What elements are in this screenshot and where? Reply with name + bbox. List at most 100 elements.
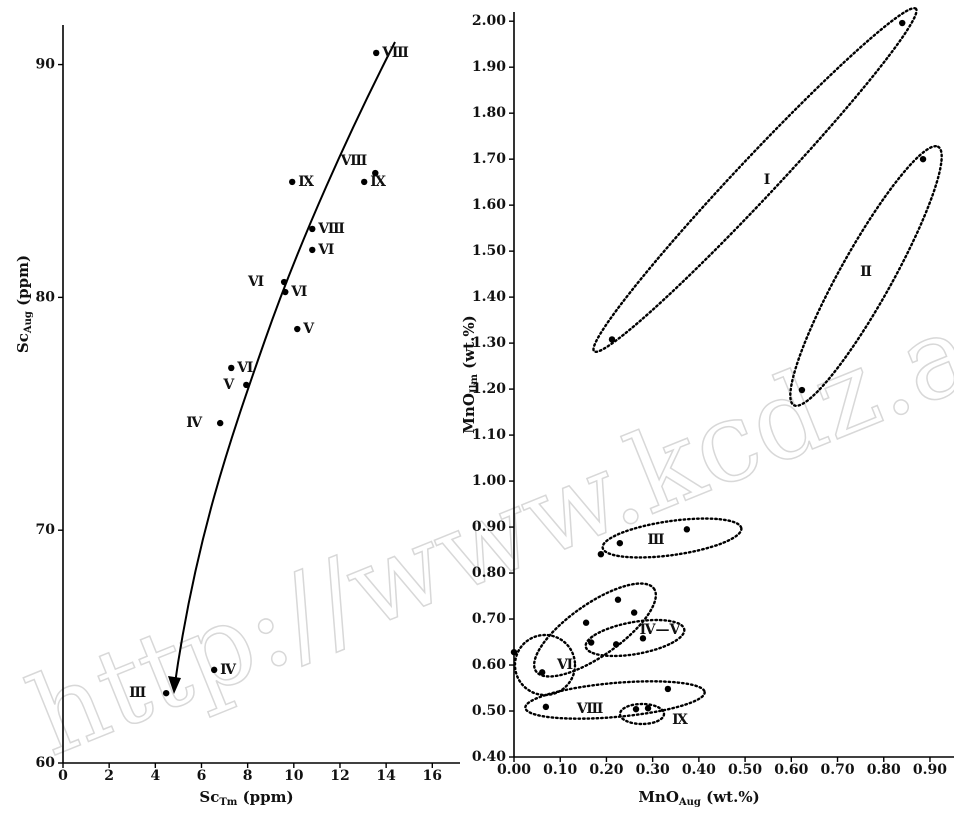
x-tick-label: 6: [197, 768, 207, 784]
arrow-head: [168, 676, 181, 694]
point: [664, 685, 672, 693]
x-tick-label: 0.00: [497, 762, 531, 778]
y-tick-label: 1.00: [472, 473, 506, 489]
axis-label: ScAug (ppm): [14, 255, 34, 353]
x-tick-label: 0.30: [636, 762, 670, 778]
axis-label-unit: (wt.%): [701, 788, 760, 806]
point: [288, 178, 296, 186]
point: [294, 325, 301, 333]
axis-label-unit: (wt.%): [460, 315, 478, 374]
x-tick-label: 12: [330, 768, 349, 784]
point-label: Ⅵ: [290, 284, 307, 300]
point: [280, 278, 288, 286]
point-label: Ⅵ: [317, 242, 334, 258]
axis-label-sub: Aug: [23, 311, 34, 334]
point: [919, 155, 927, 163]
point-label: Ⅷ: [340, 153, 368, 169]
x-tick-label: 16: [423, 768, 442, 784]
x-tick-label: 0.90: [913, 762, 947, 778]
x-tick-label: 0.70: [820, 762, 854, 778]
x-tick-label: 4: [150, 768, 160, 784]
point: [210, 666, 218, 674]
point: [644, 705, 652, 712]
point: [616, 539, 624, 547]
point-label: Ⅷ: [317, 221, 345, 237]
point: [587, 639, 595, 646]
group-label: Ⅳ—Ⅴ: [640, 622, 682, 638]
point: [309, 225, 316, 233]
point: [282, 288, 289, 296]
y-tick-label: 0.50: [472, 703, 506, 719]
x-tick-label: 0.80: [867, 762, 901, 778]
group-label: Ⅷ: [576, 701, 604, 717]
y-tick-label: 90: [36, 57, 56, 73]
y-tick-label: 1.70: [472, 151, 506, 167]
y-tick-label: 0.90: [472, 519, 506, 535]
y-tick-label: 1.30: [472, 335, 506, 351]
point: [373, 49, 380, 57]
axis-label-main: Sc: [199, 788, 219, 806]
point: [361, 178, 368, 186]
point: [309, 246, 316, 254]
point-label: Ⅵ: [236, 360, 253, 376]
x-tick-label: 0.40: [682, 762, 716, 778]
point-label: Ⅴ: [222, 377, 235, 393]
axis-label-sub: Ilm: [469, 374, 480, 393]
y-tick-label: 2.00: [472, 13, 506, 29]
axis-label-sub: Aug: [678, 797, 701, 808]
axis-label-unit: (ppm): [237, 788, 293, 806]
x-tick-label: 0.60: [774, 762, 808, 778]
point-label: Ⅵ: [247, 274, 264, 290]
point: [228, 364, 235, 372]
y-tick-label: 60: [36, 755, 56, 771]
axis-label-unit: (ppm): [14, 255, 32, 311]
y-tick-label: 1.90: [472, 59, 506, 75]
group-label: Ⅵ: [556, 657, 573, 673]
y-tick-label: 1.60: [472, 197, 506, 213]
axis-label-main: MnO: [638, 788, 679, 806]
point-label: Ⅷ: [381, 45, 409, 61]
point: [899, 19, 906, 27]
y-tick-label: 1.10: [472, 427, 506, 443]
point: [372, 169, 379, 177]
point-label: Ⅳ: [220, 662, 237, 678]
group-label: Ⅸ: [672, 712, 688, 728]
point-label: Ⅸ: [298, 174, 314, 190]
x-tick-label: 10: [284, 768, 304, 784]
y-tick-label: 0.80: [472, 565, 506, 581]
y-tick-label: 1.20: [472, 381, 506, 397]
point: [614, 596, 622, 603]
x-tick-label: 14: [376, 768, 396, 784]
point: [608, 336, 616, 343]
y-tick-label: 0.40: [472, 749, 506, 765]
point: [597, 550, 605, 558]
axis-label-main: Sc: [14, 333, 32, 353]
y-tick-label: 70: [36, 522, 56, 538]
point: [612, 641, 620, 648]
y-tick-label: 1.80: [472, 105, 506, 121]
point: [582, 619, 590, 626]
group-label: Ⅰ: [764, 172, 771, 188]
y-tick-label: 0.70: [472, 611, 506, 627]
y-tick-label: 1.40: [472, 289, 506, 305]
x-tick-label: 0: [58, 768, 68, 784]
y-tick-label: 1.50: [472, 243, 506, 259]
y-tick-label: 80: [36, 289, 56, 305]
point-label: Ⅲ: [129, 685, 146, 701]
point: [632, 705, 640, 713]
point-label: Ⅴ: [302, 321, 315, 337]
point: [798, 386, 806, 394]
axis-label: ScTm (ppm): [199, 788, 293, 808]
axis-label-sub: Tm: [219, 797, 237, 808]
x-tick-label: 0.10: [543, 762, 577, 778]
point: [510, 648, 518, 656]
axis-label: MnOIlm (wt.%): [460, 315, 480, 433]
point-label: Ⅸ: [370, 174, 386, 190]
point: [639, 635, 647, 642]
point-label: Ⅳ: [186, 415, 203, 431]
point: [216, 419, 224, 427]
axis-label: MnOAug (wt.%): [638, 788, 759, 808]
point: [538, 669, 546, 676]
x-tick-label: 8: [243, 768, 253, 784]
y-tick-label: 0.60: [472, 657, 506, 673]
